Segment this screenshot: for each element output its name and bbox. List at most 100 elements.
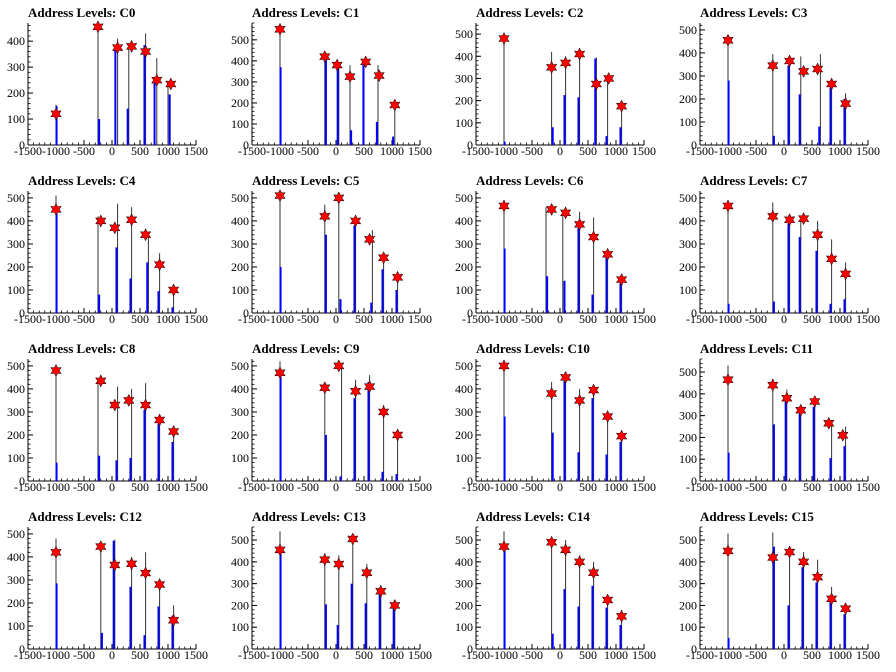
x-tick-label: 1500 (856, 480, 880, 494)
star-marker (545, 202, 558, 216)
chart-plot-14: 0 100 200 300 400 500 -1500 -1000 -500 0 500 1000 15… (455, 526, 656, 662)
y-tick-label: 500 (231, 33, 249, 47)
x-tick-label: 1000 (604, 144, 628, 158)
star-marker (361, 566, 373, 580)
star-marker (767, 59, 779, 73)
star-marker (587, 230, 600, 244)
star-marker (783, 54, 796, 68)
star-marker (95, 540, 107, 554)
x-tick-label: 1500 (856, 312, 880, 326)
y-tick-label: 200 (231, 260, 249, 274)
x-tick-label: 0 (557, 648, 563, 662)
y-tick-label: 0 (19, 474, 25, 488)
chart-panel-14: Address Levels: C14 0 100 200 300 400 500 -1500… (448, 504, 672, 672)
x-tick-label: 0 (557, 144, 563, 158)
star-marker (151, 73, 163, 87)
star-marker (783, 213, 796, 227)
y-tick-label: 200 (679, 430, 697, 444)
y-tick-label: 100 (679, 452, 697, 466)
y-tick-label: 0 (467, 306, 473, 320)
chart-title: Address Levels: C4 (28, 173, 136, 188)
y-tick-label: 300 (679, 577, 697, 591)
star-marker (125, 39, 138, 53)
x-tick-label: -500 (297, 648, 319, 662)
x-tick-label: 1500 (632, 480, 656, 494)
x-tick-label: -500 (73, 648, 95, 662)
star-marker (331, 58, 343, 72)
y-tick-label: 300 (7, 60, 25, 74)
y-tick-label: 300 (231, 577, 249, 591)
star-marker (601, 593, 614, 607)
y-tick-label: 300 (7, 573, 25, 587)
x-tick-label: 0 (557, 480, 563, 494)
y-tick-label: 0 (243, 642, 249, 656)
y-tick-label: 300 (231, 75, 249, 89)
x-tick-label: 1500 (632, 312, 656, 326)
y-tick-label: 100 (231, 451, 249, 465)
chart-plot-0: 0 100 200 300 400 -1500 -1000 -500 0 500 1000 1500 (7, 20, 208, 158)
x-tick-label: -1500 (462, 480, 490, 494)
star-marker (139, 398, 152, 412)
x-tick-label: -1500 (462, 144, 490, 158)
y-tick-label: 500 (679, 23, 697, 37)
star-marker (377, 251, 390, 265)
y-tick-label: 500 (679, 365, 697, 379)
star-marker (498, 199, 510, 213)
chart-panel-1: Address Levels: C1 0 100 200 300 400 500 -1500-… (224, 0, 448, 168)
star-marker (797, 212, 810, 226)
chart-title: Address Levels: C7 (700, 173, 808, 188)
star-marker (349, 214, 362, 228)
y-tick-label: 100 (455, 283, 473, 297)
x-tick-label: -500 (73, 144, 95, 158)
x-tick-label: -1500 (238, 480, 266, 494)
x-tick-label: 1000 (604, 648, 628, 662)
y-tick-label: 100 (455, 116, 473, 130)
y-tick-label: 200 (455, 94, 473, 108)
y-tick-label: 100 (455, 451, 473, 465)
x-tick-label: 500 (803, 480, 821, 494)
star-marker (274, 22, 286, 36)
y-tick-label: 400 (679, 46, 697, 60)
star-marker (319, 209, 331, 223)
y-tick-label: 300 (455, 405, 473, 419)
x-tick-label: -1000 (490, 648, 518, 662)
star-marker (722, 373, 734, 387)
chart-title: Address Levels: C5 (252, 173, 360, 188)
x-tick-label: 0 (557, 312, 563, 326)
x-tick-label: 1500 (184, 648, 208, 662)
y-tick-label: 300 (455, 237, 473, 251)
star-marker (123, 393, 135, 407)
y-tick-label: 500 (455, 27, 473, 41)
x-tick-label: 1500 (856, 144, 880, 158)
x-tick-label: 0 (109, 648, 115, 662)
chart-plot-9: 0 100 200 300 400 500 -1500 -1000 -500 0 500 1000 15… (231, 359, 432, 494)
x-tick-label: -500 (521, 480, 543, 494)
chart-title: Address Levels: C12 (28, 509, 142, 524)
y-tick-label: 0 (243, 474, 249, 488)
y-tick-label: 0 (19, 642, 25, 656)
x-tick-label: -500 (745, 312, 767, 326)
y-tick-label: 400 (231, 214, 249, 228)
y-tick-label: 300 (7, 405, 25, 419)
chart-panel-3: Address Levels: C3 0 100 200 300 400 500 -1500-… (672, 0, 896, 168)
x-tick-label: -1000 (266, 144, 294, 158)
chart-panel-5: Address Levels: C5 0 100 200 300 400 500 -1500-… (224, 168, 448, 336)
y-tick-label: 200 (455, 428, 473, 442)
y-tick-label: 100 (679, 620, 697, 634)
x-tick-label: 1000 (828, 648, 852, 662)
y-tick-label: 500 (7, 359, 25, 373)
chart-plot-5: 0 100 200 300 400 500 -1500 -1000 -500 0 500 1000 15… (231, 189, 432, 326)
star-marker (573, 217, 586, 231)
chart-panel-9: Address Levels: C9 0 100 200 300 400 500 -1500-… (224, 336, 448, 504)
chart-title: Address Levels: C13 (252, 509, 366, 524)
star-marker (109, 398, 121, 412)
y-tick-label: 0 (467, 642, 473, 656)
y-tick-label: 0 (243, 138, 249, 152)
x-tick-label: -1500 (462, 648, 490, 662)
x-tick-label: 500 (803, 312, 821, 326)
y-tick-label: 100 (231, 620, 249, 634)
x-tick-label: -1000 (42, 648, 70, 662)
x-tick-label: 0 (109, 480, 115, 494)
x-tick-label: -1000 (42, 144, 70, 158)
y-tick-label: 100 (7, 283, 25, 297)
